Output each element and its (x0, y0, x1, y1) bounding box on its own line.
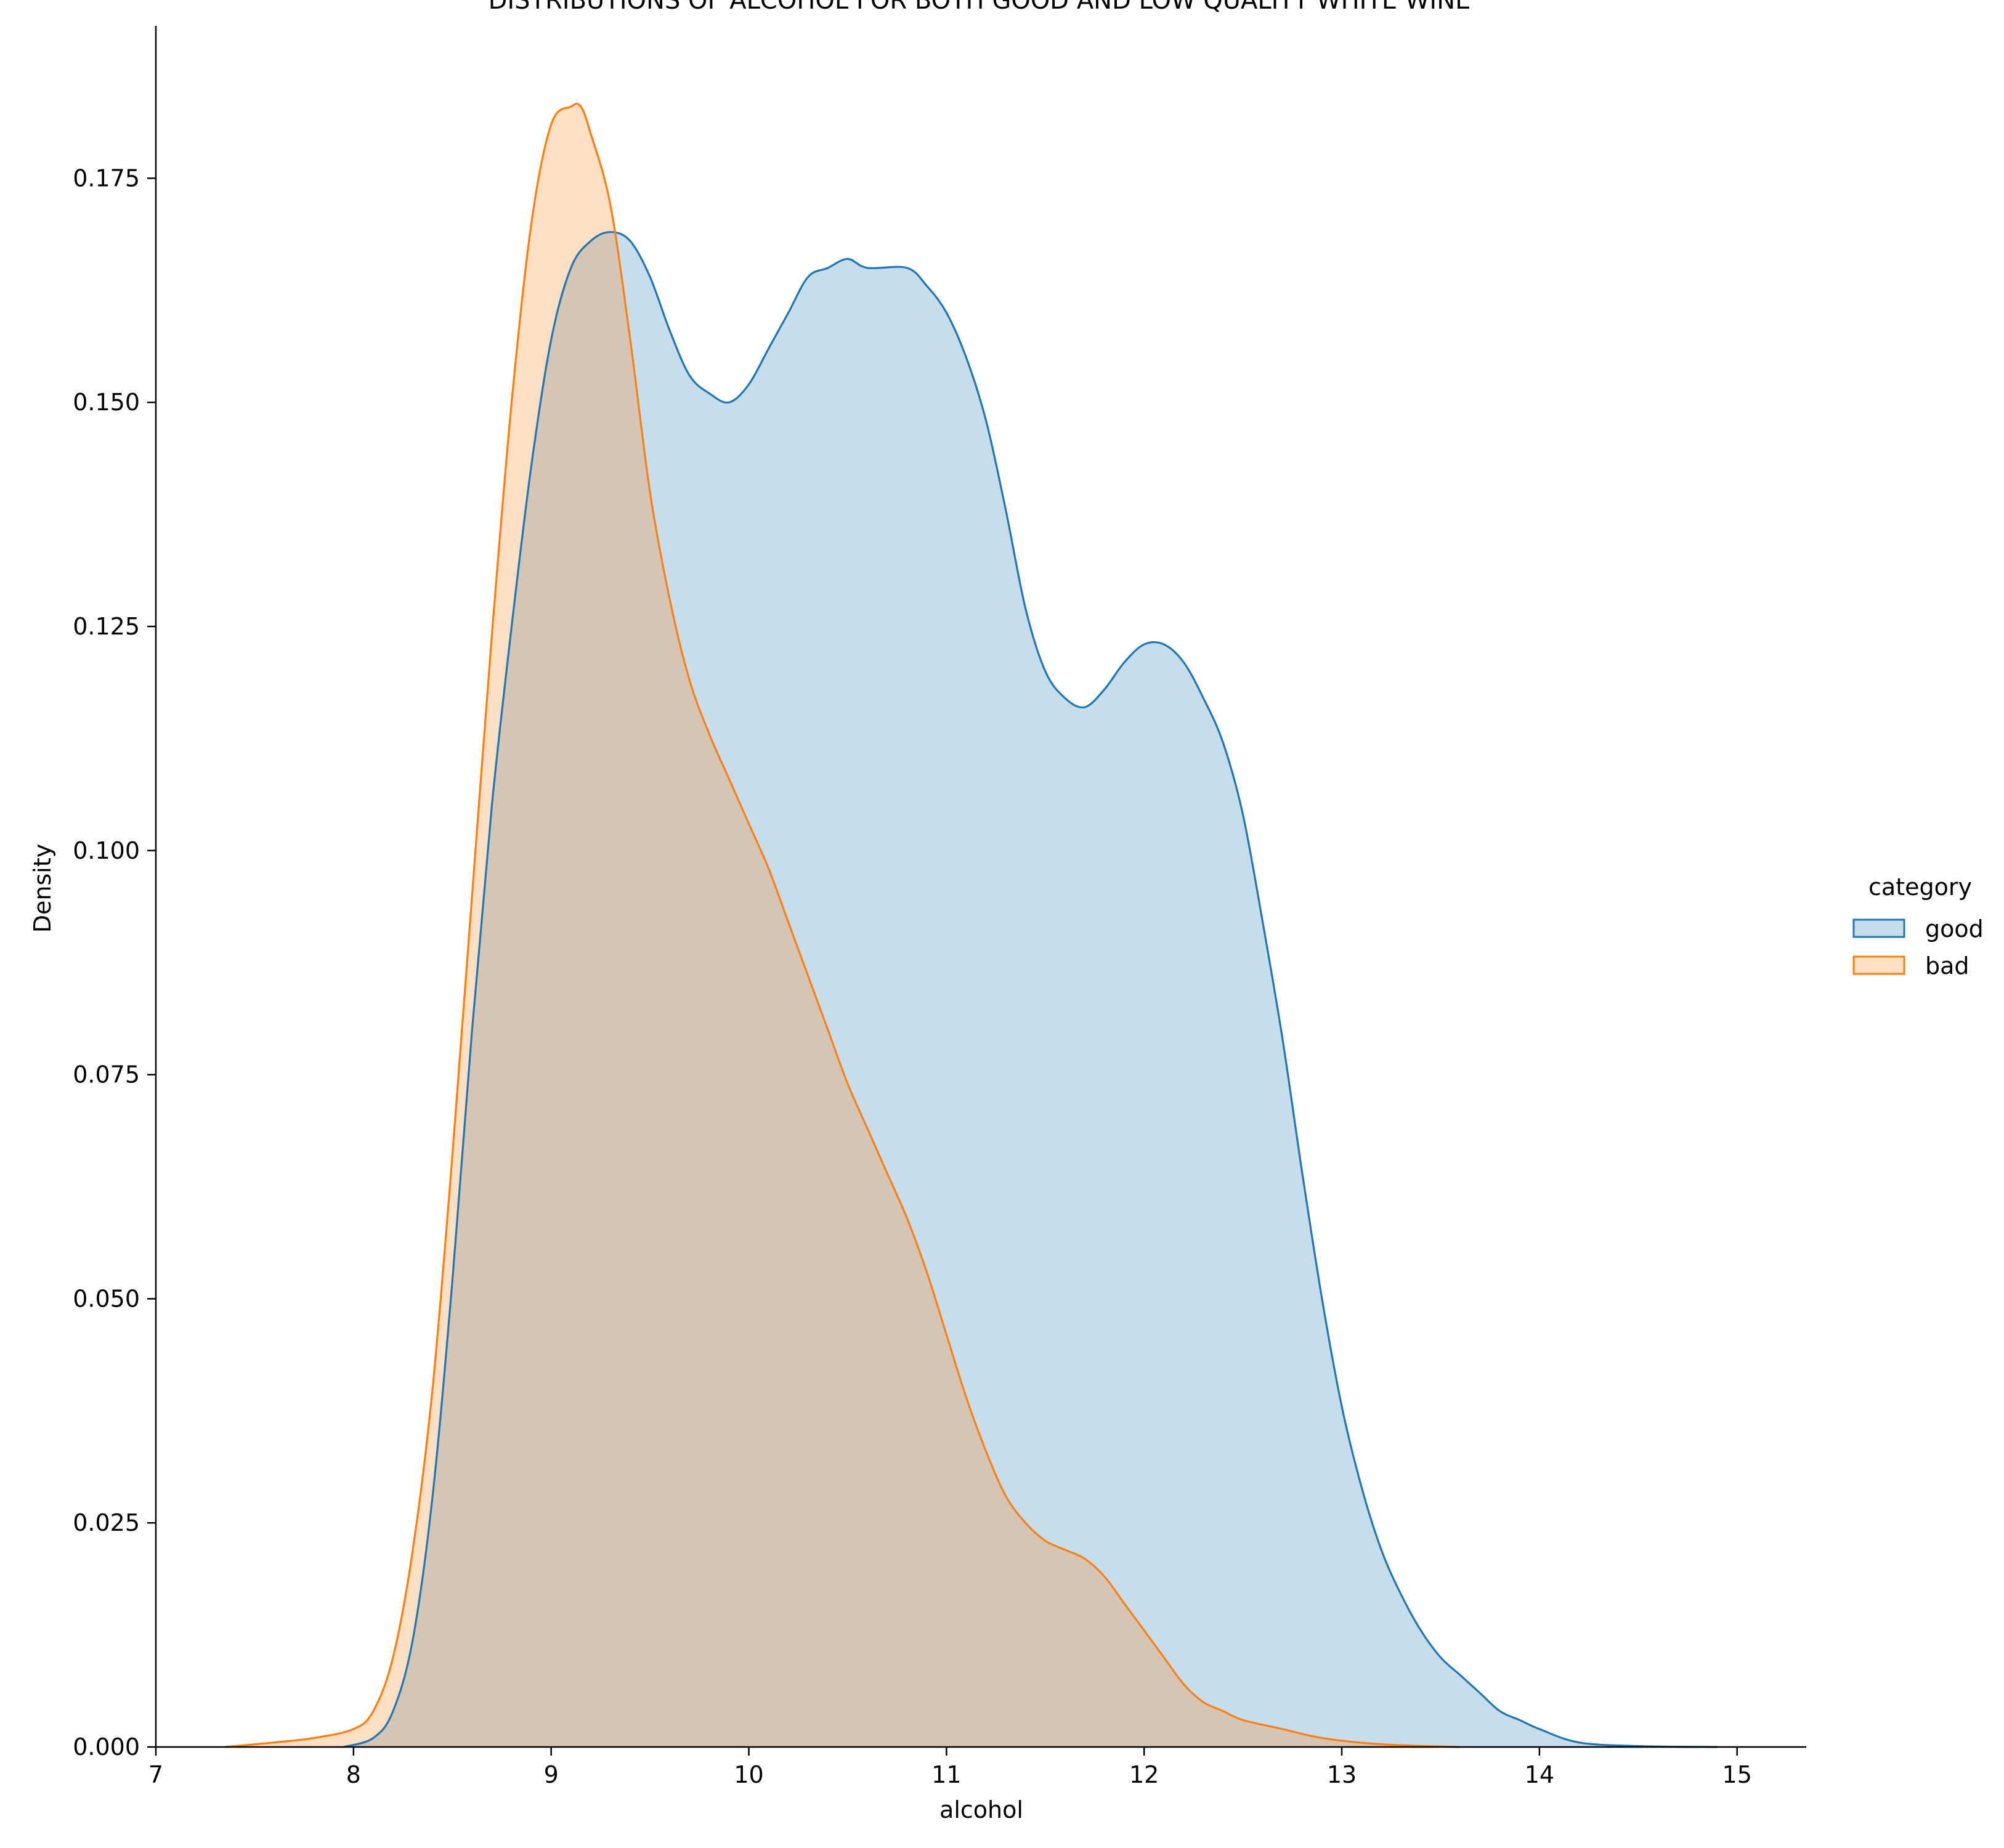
x-tick-label: 14 (1525, 1761, 1554, 1788)
legend-items: good bad (1852, 915, 1984, 979)
y-tick-label: 0.025 (73, 1509, 140, 1536)
y-tick-label: 0.125 (73, 613, 140, 640)
legend: category good bad (1852, 873, 1984, 979)
line-bad (225, 102, 1461, 1748)
area-good (343, 232, 1718, 1748)
y-tick-label: 0.000 (73, 1733, 140, 1761)
density-lines (225, 102, 1718, 1748)
legend-swatch-good (1852, 918, 1905, 938)
legend-swatch-bad (1852, 955, 1905, 975)
line-good (343, 231, 1718, 1748)
x-tick-label: 15 (1722, 1761, 1752, 1788)
y-tick-label: 0.100 (73, 837, 140, 864)
legend-label-bad: bad (1925, 952, 1970, 979)
x-tick-label: 11 (931, 1761, 961, 1788)
y-tick-label: 0.075 (73, 1061, 140, 1088)
x-ticks: 7 8 9 10 11 12 13 14 15 (148, 1747, 1752, 1788)
y-tick-label: 0.150 (73, 389, 140, 416)
legend-label-good: good (1925, 915, 1984, 942)
x-tick-label: 12 (1129, 1761, 1159, 1788)
axes (155, 26, 1806, 1748)
y-axis-label: Density (29, 844, 56, 933)
density-areas (225, 103, 1718, 1748)
area-bad (225, 103, 1461, 1747)
y-ticks: 0.000 0.025 0.050 0.075 0.100 0.125 0.150 0.175 (73, 164, 156, 1761)
x-tick-label: 8 (346, 1761, 361, 1788)
x-axis-label: alcohol (939, 1796, 1023, 1823)
x-tick-label: 7 (148, 1761, 163, 1788)
legend-title: category (1868, 873, 1972, 901)
y-tick-label: 0.050 (73, 1285, 140, 1312)
x-tick-label: 9 (544, 1761, 559, 1788)
x-tick-label: 10 (734, 1761, 763, 1788)
x-tick-label: 13 (1327, 1761, 1357, 1788)
y-tick-label: 0.175 (73, 164, 140, 192)
chart-title: DISTRIBUTIONS OF ALCOHOL FOR BOTH GOOD A… (489, 0, 1471, 15)
